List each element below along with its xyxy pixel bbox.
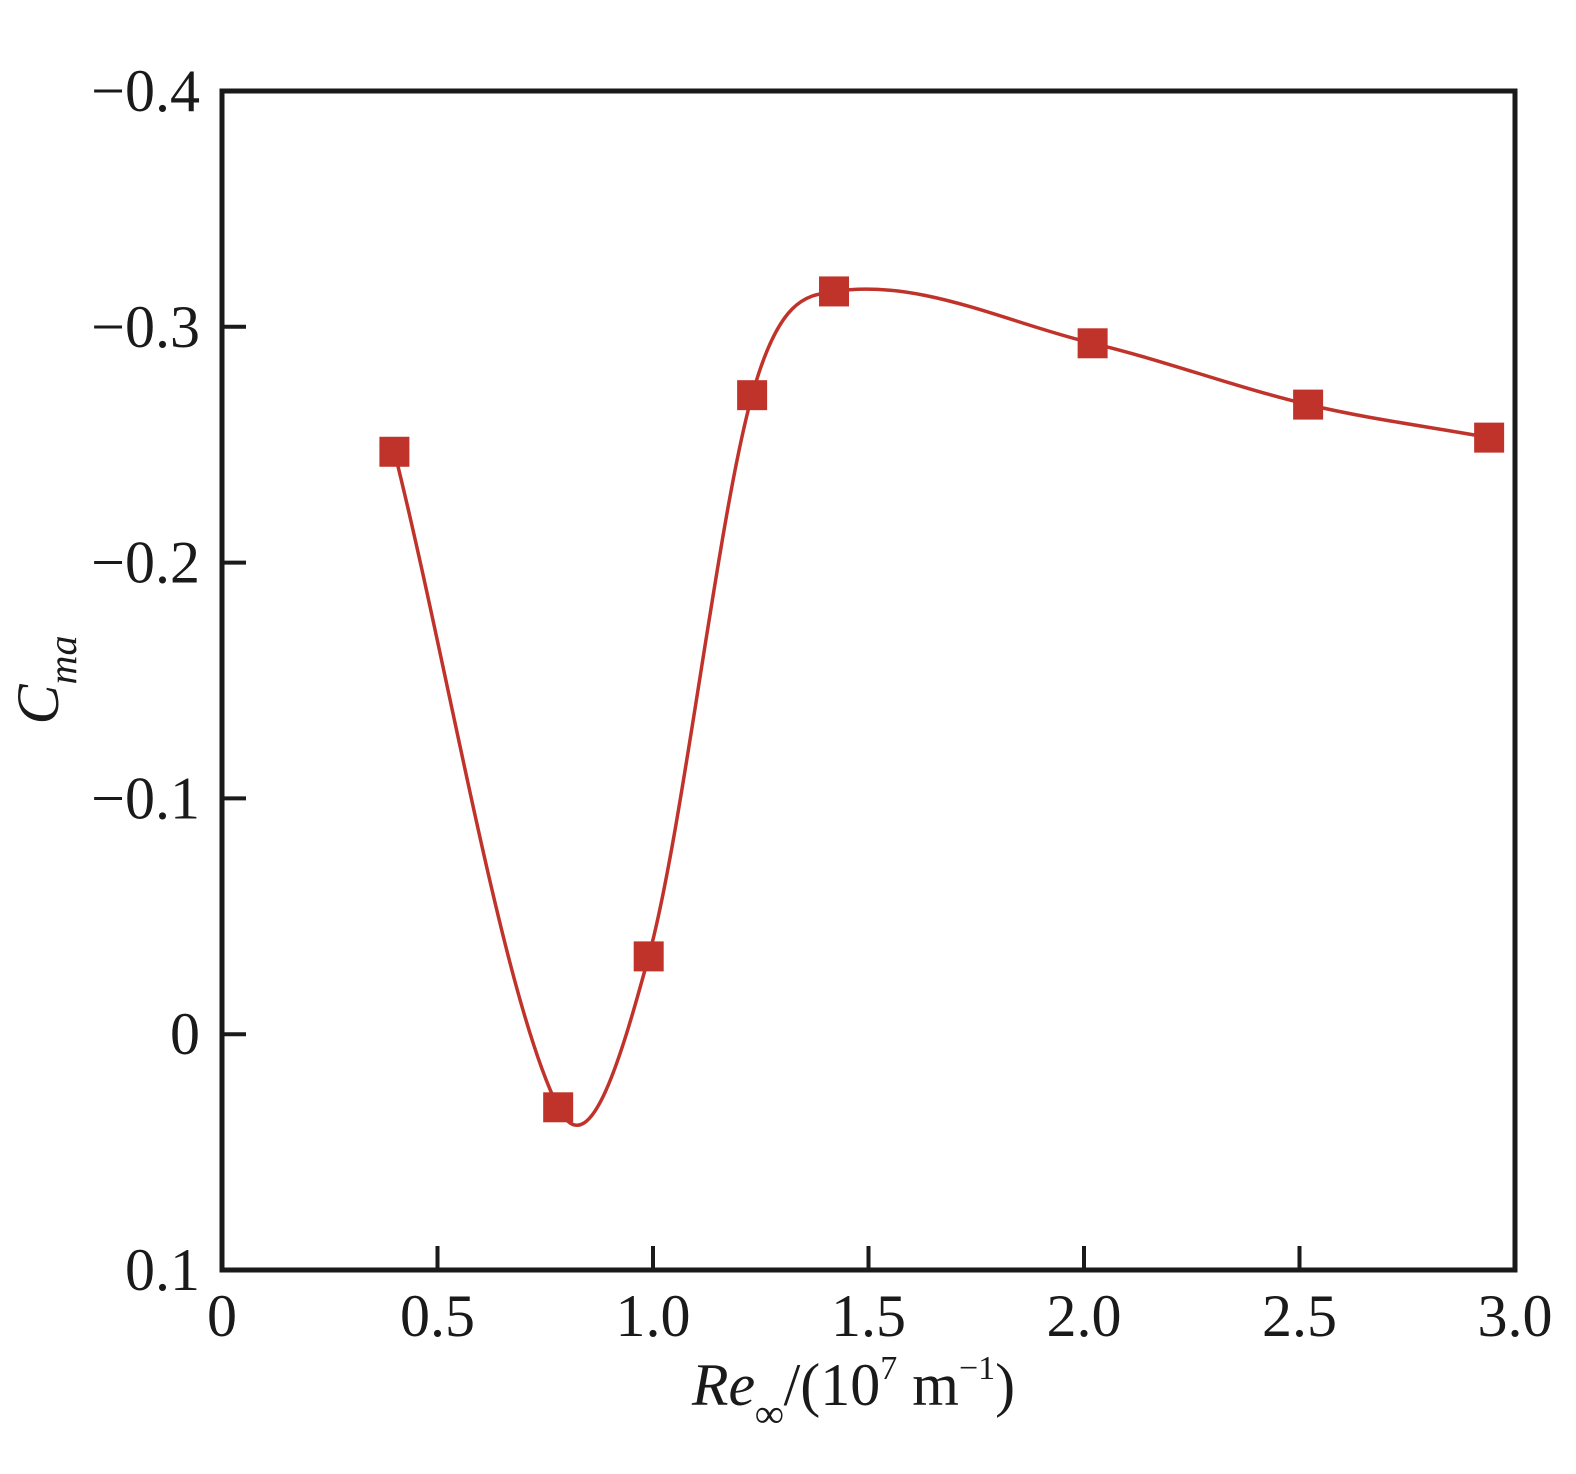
x-tick-label: 1.0 bbox=[616, 1283, 691, 1349]
series-line bbox=[392, 287, 1490, 1127]
y-tick-label: −0.4 bbox=[91, 58, 200, 124]
y-tick-label: −0.1 bbox=[91, 765, 200, 831]
x-axis-title-sub: ∞ bbox=[755, 1391, 784, 1436]
x-axis-title-exp: 7 bbox=[880, 1350, 897, 1387]
y-tick-label: −0.3 bbox=[91, 294, 200, 360]
y-tick-label: −0.2 bbox=[91, 530, 200, 596]
tick-labels: 0 0.5 1.0 1.5 2.0 2.5 3.0−0.4−0.3−0.2−0.100.1 bbox=[91, 58, 1552, 1349]
axis-ticks bbox=[220, 89, 1517, 1272]
data-point-marker bbox=[543, 1092, 574, 1123]
data-point-marker bbox=[1293, 389, 1324, 420]
y-tick-label: 0.1 bbox=[125, 1237, 200, 1303]
y-axis-title: Cma bbox=[5, 636, 85, 725]
x-axis-title-mid: m bbox=[897, 1352, 959, 1418]
y-axis-title-sub: ma bbox=[40, 636, 85, 685]
x-tick-label: 1.5 bbox=[831, 1283, 906, 1349]
x-tick-label: 3.0 bbox=[1478, 1283, 1553, 1349]
x-axis-title-main: Re bbox=[691, 1352, 755, 1418]
data-point-marker bbox=[633, 941, 664, 972]
data-point-marker bbox=[737, 380, 768, 411]
y-tick-label: 0 bbox=[170, 1001, 200, 1067]
data-point-marker bbox=[1474, 422, 1505, 453]
plot-frame bbox=[219, 88, 1518, 1273]
x-axis-title-suffix: ) bbox=[995, 1352, 1015, 1418]
x-axis-title: Re∞/(107 m−1) bbox=[691, 1350, 1015, 1436]
x-tick-label: 0.5 bbox=[400, 1283, 475, 1349]
data-point-marker bbox=[1077, 328, 1108, 359]
data-point-marker bbox=[379, 436, 410, 467]
data-markers bbox=[379, 276, 1505, 1123]
x-axis-title-prefix: /(10 bbox=[784, 1352, 881, 1418]
x-tick-label: 2.0 bbox=[1047, 1283, 1122, 1349]
data-point-marker bbox=[819, 276, 850, 307]
x-tick-label: 2.5 bbox=[1262, 1283, 1337, 1349]
y-axis-title-main: C bbox=[5, 683, 71, 724]
x-tick-label: 0 bbox=[207, 1283, 237, 1349]
x-axis-title-exp2: −1 bbox=[959, 1350, 995, 1387]
